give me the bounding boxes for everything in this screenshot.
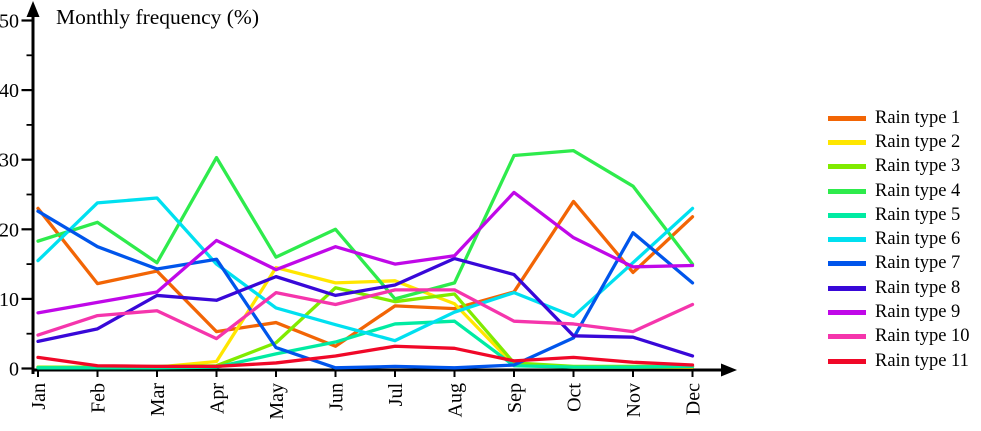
series-line-rain-type-6 bbox=[36, 196, 695, 343]
axes: 0 10 20 30 40 50 Jan Feb Mar Apr May Jun Jul Aug Sep Oc… bbox=[0, 1, 737, 420]
legend-item-rain-type-4: Rain type 4 bbox=[828, 179, 970, 203]
x-tick-label: Apr bbox=[207, 383, 229, 414]
series-line-rain-type-4 bbox=[36, 149, 695, 301]
legend-item-rain-type-5: Rain type 5 bbox=[828, 203, 970, 227]
legend-line-swatch bbox=[828, 164, 866, 170]
x-tick-label: Dec bbox=[683, 383, 705, 415]
series-line-rain-type-11 bbox=[36, 344, 695, 369]
y-axis-arrowhead bbox=[26, 1, 40, 17]
legend-label: Rain type 8 bbox=[875, 277, 961, 298]
legend-line-swatch bbox=[828, 261, 866, 267]
legend-line-swatch bbox=[828, 334, 866, 340]
series-line-rain-type-8 bbox=[36, 256, 695, 358]
legend-item-rain-type-9: Rain type 9 bbox=[828, 300, 970, 324]
y-tick-label: 0 bbox=[9, 359, 19, 381]
legend-line-swatch bbox=[828, 139, 866, 145]
legend-item-rain-type-3: Rain type 3 bbox=[828, 155, 970, 179]
legend-label: Rain type 10 bbox=[875, 326, 970, 347]
legend-label: Rain type 7 bbox=[875, 253, 961, 274]
x-tick-label: May bbox=[266, 383, 288, 420]
legend-line-swatch bbox=[828, 188, 866, 194]
legend-item-rain-type-10: Rain type 10 bbox=[828, 325, 970, 349]
series-line-rain-type-7 bbox=[36, 209, 695, 370]
x-tick-label: Jul bbox=[385, 383, 407, 407]
legend-label: Rain type 2 bbox=[875, 131, 961, 152]
y-tick-label: 30 bbox=[0, 150, 19, 172]
x-tick-label: Aug bbox=[445, 383, 467, 417]
x-tick-label: Jun bbox=[326, 383, 348, 411]
legend-item-rain-type-8: Rain type 8 bbox=[828, 276, 970, 300]
y-tick-label: 20 bbox=[0, 219, 19, 241]
legend-line-swatch bbox=[828, 212, 866, 218]
legend-label: Rain type 5 bbox=[875, 204, 961, 225]
series-line-rain-type-1 bbox=[36, 199, 695, 348]
legend-line-swatch bbox=[828, 358, 866, 364]
data-lines bbox=[36, 149, 695, 370]
legend-label: Rain type 3 bbox=[875, 156, 961, 177]
legend-label: Rain type 1 bbox=[875, 107, 961, 128]
legend-line-swatch bbox=[828, 115, 866, 121]
legend-line-swatch bbox=[828, 237, 866, 243]
chart-title: Monthly frequency (%) bbox=[56, 5, 259, 29]
legend-label: Rain type 9 bbox=[875, 302, 961, 323]
x-axis-arrowhead bbox=[721, 363, 737, 377]
series-line-rain-type-10 bbox=[36, 288, 695, 341]
legend-line-swatch bbox=[828, 310, 866, 316]
legend-line-swatch bbox=[828, 285, 866, 291]
x-tick-label: Sep bbox=[504, 383, 526, 413]
legend-label: Rain type 6 bbox=[875, 229, 961, 250]
legend: Rain type 1 Rain type 2 Rain type 3 Rain ty… bbox=[828, 106, 970, 373]
y-tick-label: 10 bbox=[0, 289, 19, 311]
legend-item-rain-type-1: Rain type 1 bbox=[828, 106, 970, 130]
legend-item-rain-type-11: Rain type 11 bbox=[828, 349, 970, 373]
legend-label: Rain type 4 bbox=[875, 180, 961, 201]
series-line-rain-type-9 bbox=[36, 190, 695, 315]
y-tick-label: 50 bbox=[0, 11, 19, 33]
chart-canvas: Monthly frequency (%) 0 10 20 30 40 50 Jan Feb M… bbox=[0, 1, 737, 420]
legend-label: Rain type 11 bbox=[875, 350, 969, 371]
x-tick-label: Oct bbox=[564, 383, 586, 412]
x-tick-label: Feb bbox=[88, 383, 110, 413]
x-tick-label: Nov bbox=[623, 383, 645, 417]
x-tick-label: Mar bbox=[147, 383, 169, 417]
legend-item-rain-type-2: Rain type 2 bbox=[828, 130, 970, 154]
legend-item-rain-type-6: Rain type 6 bbox=[828, 227, 970, 251]
y-tick-label: 40 bbox=[0, 80, 19, 102]
x-tick-label: Jan bbox=[28, 383, 50, 410]
legend-item-rain-type-7: Rain type 7 bbox=[828, 252, 970, 276]
